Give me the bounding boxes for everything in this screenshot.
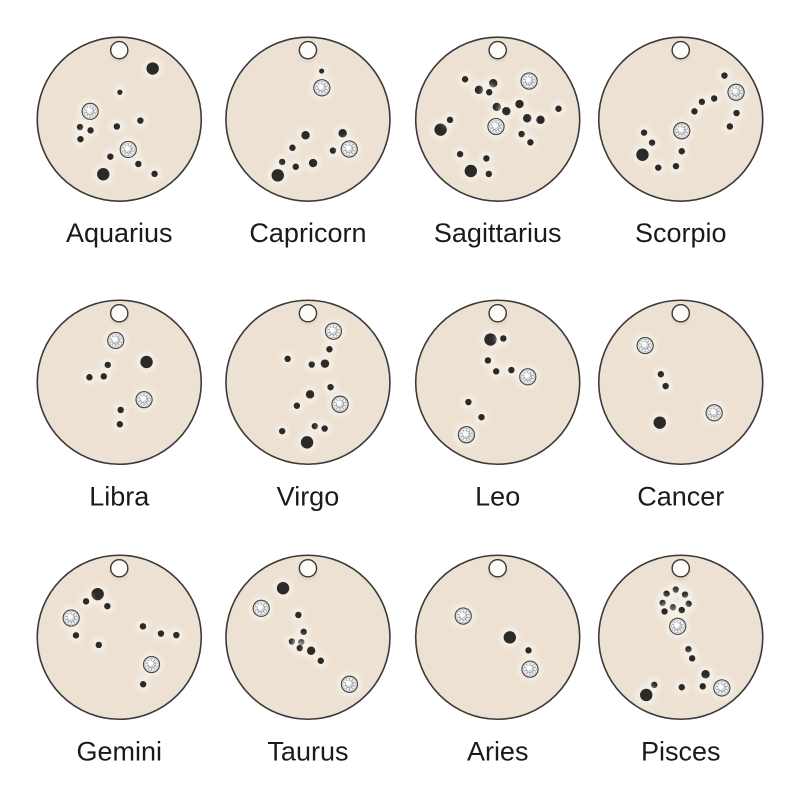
svg-text:Aquarius: Aquarius (66, 218, 173, 248)
svg-text:Aries: Aries (467, 736, 529, 766)
svg-text:Virgo: Virgo (277, 481, 340, 511)
svg-text:Sagittarius: Sagittarius (434, 218, 562, 248)
svg-text:Taurus: Taurus (267, 736, 348, 766)
svg-text:Scorpio: Scorpio (635, 218, 727, 248)
svg-text:Gemini: Gemini (76, 736, 162, 766)
svg-text:Cancer: Cancer (637, 481, 724, 511)
svg-text:Leo: Leo (475, 481, 520, 511)
svg-text:Libra: Libra (89, 481, 150, 511)
svg-text:Capricorn: Capricorn (249, 218, 366, 248)
svg-text:Pisces: Pisces (641, 736, 721, 766)
